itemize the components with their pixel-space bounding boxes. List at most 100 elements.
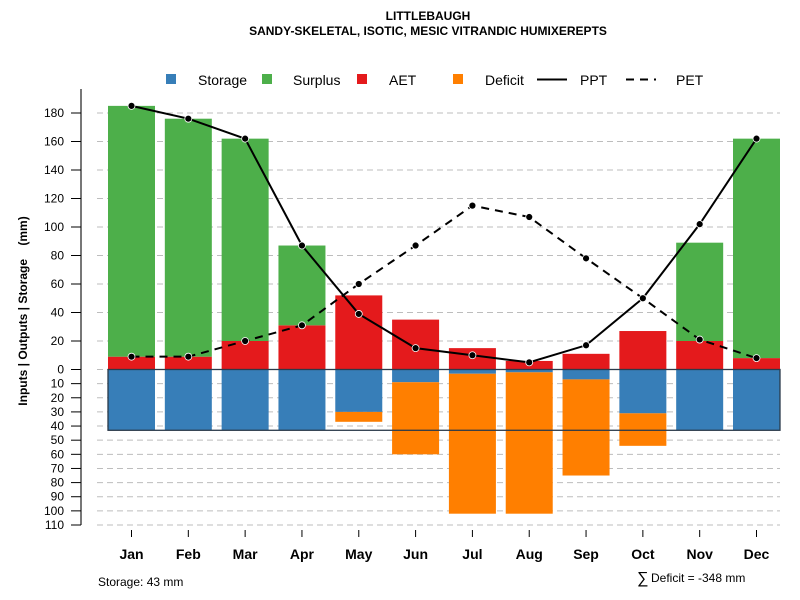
y-tick-label: 20 <box>51 391 65 405</box>
x-tick-label-apr: Apr <box>290 546 315 562</box>
legend-item-storage: Storage <box>166 72 247 88</box>
y-tick-label: 70 <box>51 461 65 475</box>
bar-aet-sep <box>562 353 610 370</box>
y-tick-label: 140 <box>44 163 64 177</box>
bar-deficit-oct <box>619 413 667 446</box>
bar-surplus-nov <box>676 242 724 341</box>
bar-aet-jan <box>108 356 155 370</box>
bar-storage-jan <box>108 369 155 431</box>
bar-surplus-dec <box>733 138 780 359</box>
x-tick-label-aug: Aug <box>516 546 543 562</box>
ppt-point-jul <box>468 351 477 360</box>
ppt-point-apr <box>298 241 306 250</box>
bar-surplus-feb <box>164 118 212 357</box>
legend-item-aet: AET <box>357 72 417 88</box>
legend-label-storage: Storage <box>198 72 247 88</box>
pet-point-aug <box>525 213 534 221</box>
pet-point-jun <box>411 241 420 250</box>
bar-aet-apr <box>278 325 326 370</box>
legend-swatch-deficit <box>453 74 463 84</box>
x-tick-label-oct: Oct <box>631 546 655 562</box>
legend-swatch-surplus <box>262 74 272 84</box>
bar-storage-apr <box>278 369 326 431</box>
y-tick-label: 60 <box>51 277 65 291</box>
x-axis: Jan Feb Mar Apr May Jun Jul Aug Sep Oct Nov Dec <box>119 530 770 562</box>
lines <box>127 101 761 367</box>
ppt-point-mar <box>241 134 250 143</box>
legend-swatch-aet <box>357 74 367 84</box>
bar-deficit-sep <box>562 379 610 476</box>
bar-storage-feb <box>164 369 212 431</box>
legend-item-surplus: Surplus <box>262 72 340 88</box>
bar-deficit-jul <box>448 373 496 514</box>
legend-item-pet: PET <box>626 72 704 88</box>
y-axis-title: Inputs | Outputs | Storage (mm) <box>16 216 30 405</box>
bar-storage-sep <box>562 369 610 380</box>
y-tick-label: 0 <box>57 363 64 377</box>
legend: Storage Surplus AET Deficit PPT PET <box>166 72 704 88</box>
bar-deficit-jun <box>392 382 440 455</box>
x-tick-label-feb: Feb <box>176 546 201 562</box>
bar-aet-dec <box>733 358 780 370</box>
y-tick-label: 30 <box>51 405 65 419</box>
bar-aet-oct <box>619 331 667 370</box>
bar-storage-jul <box>448 369 496 374</box>
ppt-point-jan <box>127 101 136 110</box>
bar-storage-dec <box>733 369 780 431</box>
legend-label-surplus: Surplus <box>293 72 340 88</box>
legend-item-ppt: PPT <box>537 72 608 88</box>
y-tick-label: 180 <box>44 106 64 120</box>
bar-deficit-aug <box>505 372 553 514</box>
y-tick-label: 110 <box>45 518 64 532</box>
storage-annotation: Storage: 43 mm <box>98 575 183 589</box>
y-tick-label: 80 <box>51 476 65 490</box>
deficit-sum-annotation: Deficit = -348 mm <box>651 571 745 585</box>
y-tick-label: 80 <box>51 249 65 263</box>
x-tick-label-sep: Sep <box>573 546 599 562</box>
sigma-icon: ∑ <box>637 570 648 587</box>
legend-item-deficit: Deficit <box>453 72 524 88</box>
storage-capacity-frame <box>107 368 781 431</box>
bar-surplus-jan <box>108 105 155 357</box>
pet-point-sep <box>582 254 590 263</box>
x-tick-label-dec: Dec <box>744 546 770 562</box>
y-tick-label: 60 <box>51 447 65 461</box>
y-tick-label: 120 <box>44 192 64 206</box>
x-tick-label-mar: Mar <box>233 546 258 562</box>
ppt-point-nov <box>695 220 704 229</box>
pet-point-mar <box>241 337 250 345</box>
bar-storage-oct <box>619 369 667 414</box>
bars <box>108 105 780 514</box>
pet-point-apr <box>298 321 306 330</box>
ppt-point-may <box>354 310 363 318</box>
pet-point-may <box>354 280 363 288</box>
pet-point-jul <box>468 201 477 210</box>
pet-point-dec <box>752 354 761 363</box>
y-tick-label: 100 <box>44 220 64 234</box>
legend-label-ppt: PPT <box>580 72 608 88</box>
bar-aet-nov <box>676 341 724 370</box>
pet-point-nov <box>695 335 704 344</box>
ppt-point-aug <box>525 358 534 367</box>
pet-line <box>131 204 757 360</box>
ppt-point-dec <box>752 134 761 143</box>
bar-aet-may <box>335 295 383 370</box>
x-tick-label-may: May <box>345 546 372 562</box>
pet-point-feb <box>184 352 193 361</box>
bar-storage-jun <box>392 369 440 383</box>
bar-surplus-apr <box>278 245 326 326</box>
ppt-point-feb <box>184 114 193 123</box>
legend-label-pet: PET <box>676 72 704 88</box>
y-tick-label: 90 <box>51 490 65 504</box>
bar-storage-nov <box>676 369 724 431</box>
storage-capacity-box <box>107 368 781 431</box>
pet-point-jan <box>127 352 136 361</box>
y-axis: 0204060801001201401601801020304050607080… <box>44 89 82 532</box>
bar-storage-aug <box>505 369 553 373</box>
y-tick-label: 160 <box>44 135 64 149</box>
y-tick-label: 20 <box>51 334 65 348</box>
bar-storage-may <box>335 369 383 412</box>
y-tick-label: 40 <box>51 306 65 320</box>
bar-surplus-mar <box>221 138 269 341</box>
